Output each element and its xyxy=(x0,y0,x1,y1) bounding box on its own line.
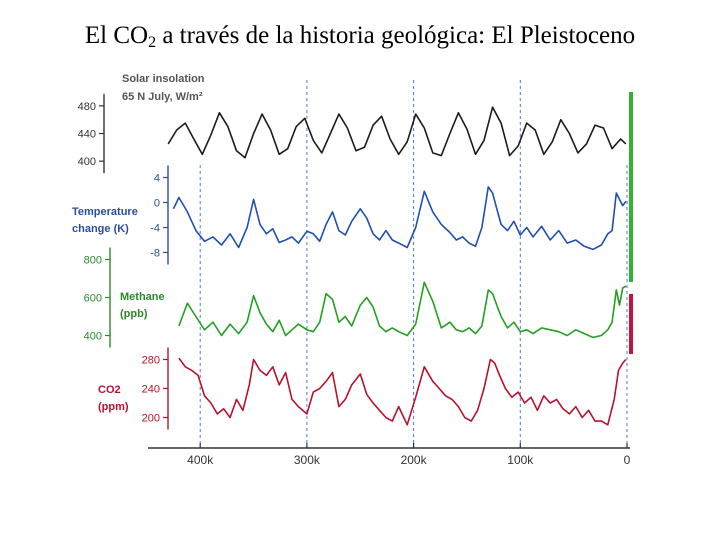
x-tick-label-300k: 300k xyxy=(294,453,321,467)
insolation-line xyxy=(167,106,627,159)
x-tick-label-400k: 400k xyxy=(187,453,214,467)
insolation-y-tick-label-400: 400 xyxy=(78,156,96,168)
title-prefix: El CO xyxy=(84,22,149,49)
insolation-label-line-2: 65 N July, W/m² xyxy=(122,91,203,103)
slide-title: El CO2 a través de la historia geológica… xyxy=(0,22,720,52)
methane-y-tick-label-600: 600 xyxy=(84,293,102,305)
methane-y-tick-label-800: 800 xyxy=(84,255,102,267)
co2-y-tick-label-240: 240 xyxy=(142,384,160,396)
x-tick-label-0: 0 xyxy=(624,453,631,467)
methane-label-line-2: (ppb) xyxy=(120,308,148,320)
x-tick-label-200k: 200k xyxy=(401,453,428,467)
title-suffix: a través de la historia geológica: El Pl… xyxy=(156,22,636,49)
methane-y-tick-label-400: 400 xyxy=(84,331,102,343)
temperature-y-tick-label--4: -4 xyxy=(150,223,160,235)
co2-line xyxy=(178,357,627,426)
co2-y-tick-label-200: 200 xyxy=(142,413,160,425)
co2-label-line-2: (ppm) xyxy=(98,401,129,413)
insolation-label-line-1: Solar insolation xyxy=(122,73,205,85)
x-tick-label-100k: 100k xyxy=(507,453,534,467)
temperature-label-line-1: Temperature xyxy=(72,206,138,218)
side-bar-green xyxy=(629,92,633,282)
methane-line xyxy=(178,281,627,339)
title-subscript: 2 xyxy=(148,34,157,51)
co2-y-tick-label-280: 280 xyxy=(142,355,160,367)
co2-label-line-1: CO2 xyxy=(98,384,121,396)
side-bar-red xyxy=(629,294,633,354)
temperature-y-tick-label-4: 4 xyxy=(154,173,160,185)
temperature-y-tick-label-0: 0 xyxy=(154,198,160,210)
methane-label-line-1: Methane xyxy=(120,291,165,303)
temperature-y-tick-label--8: -8 xyxy=(150,248,160,260)
temperature-label-line-2: change (K) xyxy=(72,223,129,235)
insolation-y-tick-label-440: 440 xyxy=(78,129,96,141)
insolation-y-tick-label-480: 480 xyxy=(78,101,96,113)
temperature-line xyxy=(172,186,627,251)
